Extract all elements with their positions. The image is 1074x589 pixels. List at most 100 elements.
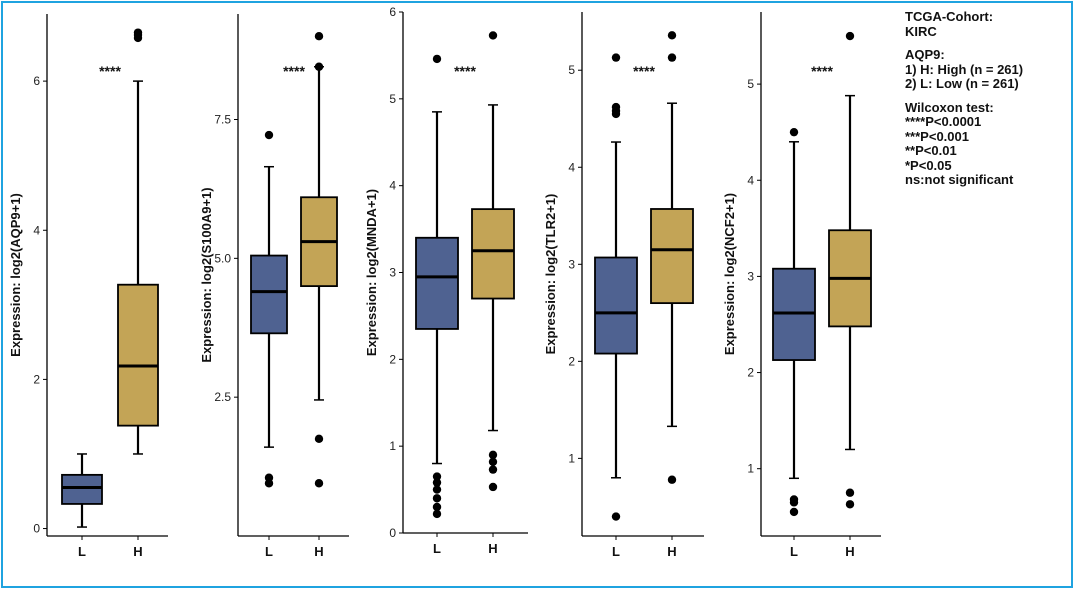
- panel-4: 1 2 3 4 5 Expression: log2(TLR2+1) L H ****: [543, 12, 704, 559]
- box-H: [471, 31, 515, 492]
- outlier-point: [432, 494, 442, 503]
- y-axis-label: Expression: log2(MNDA+1): [364, 189, 379, 356]
- outlier-point: [314, 62, 324, 71]
- box-L: [594, 53, 638, 521]
- legend-group-high: 1) H: High (n = 261): [905, 61, 1024, 77]
- y-tick-label: 4: [568, 160, 575, 174]
- y-tick-label: 4: [747, 173, 754, 187]
- legend-significance: Wilcoxon test: ****P<0.0001 ***P<0.001 *…: [905, 100, 1023, 188]
- legend-sig-1: *P<0.05: [905, 157, 952, 173]
- significance-label: ****: [811, 63, 833, 79]
- outlier-point: [264, 130, 274, 140]
- x-tick-label-H: H: [488, 541, 497, 556]
- legend: TCGA-Cohort: KIRC AQP9: 1) H: High (n = …: [905, 9, 1024, 197]
- significance-label: ****: [99, 63, 121, 79]
- legend-group-low: 2) L: Low (n = 261): [905, 76, 1019, 91]
- y-tick-label: 6: [389, 5, 396, 19]
- outlier-point: [432, 502, 442, 512]
- legend-sig-2: **P<0.01: [905, 143, 957, 158]
- outlier-point: [314, 434, 324, 444]
- outlier-point: [667, 53, 677, 62]
- y-tick-label: 0: [389, 526, 396, 540]
- panel-5: 1 2 3 4 5 Expression: log2(NCF2+1) L H ****: [722, 12, 881, 559]
- box-iqr: [594, 256, 638, 355]
- outlier-point: [432, 485, 442, 494]
- outlier-point: [667, 31, 677, 40]
- x-tick-label-L: L: [433, 541, 441, 556]
- box-H: [650, 31, 694, 484]
- outlier-point: [488, 450, 498, 460]
- box-H: [300, 32, 338, 488]
- x-tick-label-H: H: [845, 544, 854, 559]
- legend-sig-ns: ns:not significant: [905, 172, 1014, 187]
- y-tick-label: 0: [33, 522, 40, 536]
- y-tick-label: 5.0: [214, 251, 231, 265]
- y-tick-label: 3: [389, 266, 396, 280]
- legend-cohort: TCGA-Cohort: KIRC: [905, 9, 1023, 39]
- y-tick-label: 6: [33, 74, 40, 88]
- outlier-point: [845, 500, 855, 509]
- box-iqr: [250, 254, 288, 335]
- outlier-point: [314, 479, 324, 488]
- y-tick-label: 3: [747, 269, 754, 283]
- outlier-point: [432, 509, 442, 519]
- y-axis-label: Expression: log2(TLR2+1): [543, 194, 558, 355]
- box-L: [415, 54, 459, 519]
- outlier-point: [488, 457, 498, 466]
- box-iqr: [650, 208, 694, 305]
- outlier-point: [133, 28, 143, 37]
- significance-label: ****: [454, 63, 476, 79]
- box-H: [828, 31, 872, 509]
- outlier-point: [611, 53, 621, 62]
- y-tick-label: 2: [747, 366, 754, 380]
- box-L: [772, 127, 816, 517]
- y-tick-label: 4: [389, 179, 396, 193]
- significance-label: ****: [633, 63, 655, 79]
- y-axis-label: Expression: log2(S100A9+1): [199, 187, 214, 362]
- outlier-point: [611, 109, 621, 119]
- box-iqr: [117, 283, 159, 427]
- legend-sig-3: ***P<0.001: [905, 128, 969, 144]
- box-L: [61, 453, 103, 528]
- x-tick-label-H: H: [667, 544, 676, 559]
- outlier-point: [264, 479, 274, 488]
- outlier-point: [845, 31, 855, 41]
- outlier-point: [488, 465, 498, 474]
- x-tick-label-L: L: [78, 544, 86, 559]
- outlier-point: [314, 32, 324, 41]
- outlier-point: [488, 482, 498, 492]
- significance-label: ****: [283, 63, 305, 79]
- y-tick-label: 2: [389, 352, 396, 366]
- legend-cohort-title: TCGA-Cohort:: [905, 9, 994, 24]
- box-H: [117, 28, 159, 455]
- x-tick-label-L: L: [790, 544, 798, 559]
- outlier-point: [789, 507, 799, 517]
- outlier-point: [432, 472, 442, 481]
- y-tick-label: 2: [568, 354, 575, 368]
- outlier-point: [432, 478, 442, 487]
- box-iqr: [415, 236, 459, 330]
- y-tick-label: 7.5: [214, 113, 231, 127]
- outlier-point: [789, 127, 799, 137]
- x-tick-label-H: H: [133, 544, 142, 559]
- legend-cohort-name: KIRC: [905, 23, 937, 39]
- y-tick-label: 2: [33, 372, 40, 386]
- panel-2: 2.5 5.0 7.5 Expression: log2(S100A9+1) L H ***…: [199, 14, 349, 559]
- panel-3: 0 1 2 3 4 5 6 Expression: log2(MNDA+1) L H ****: [364, 5, 528, 556]
- outlier-point: [667, 475, 677, 484]
- box-iqr: [471, 208, 515, 300]
- outlier-point: [611, 512, 621, 521]
- box-iqr: [61, 473, 103, 505]
- y-tick-label: 5: [568, 63, 575, 77]
- legend-sig-4: ****P<0.0001: [905, 114, 982, 129]
- y-axis-label: Expression: log2(AQP9+1): [8, 193, 23, 357]
- y-axis-label: Expression: log2(NCF2+1): [722, 193, 737, 355]
- outlier-point: [488, 31, 498, 40]
- y-tick-label: 1: [568, 451, 575, 465]
- y-tick-label: 2.5: [214, 390, 231, 404]
- y-tick-label: 5: [747, 77, 754, 91]
- outlier-point: [789, 498, 799, 507]
- y-tick-label: 5: [389, 92, 396, 106]
- y-tick-label: 1: [389, 439, 396, 453]
